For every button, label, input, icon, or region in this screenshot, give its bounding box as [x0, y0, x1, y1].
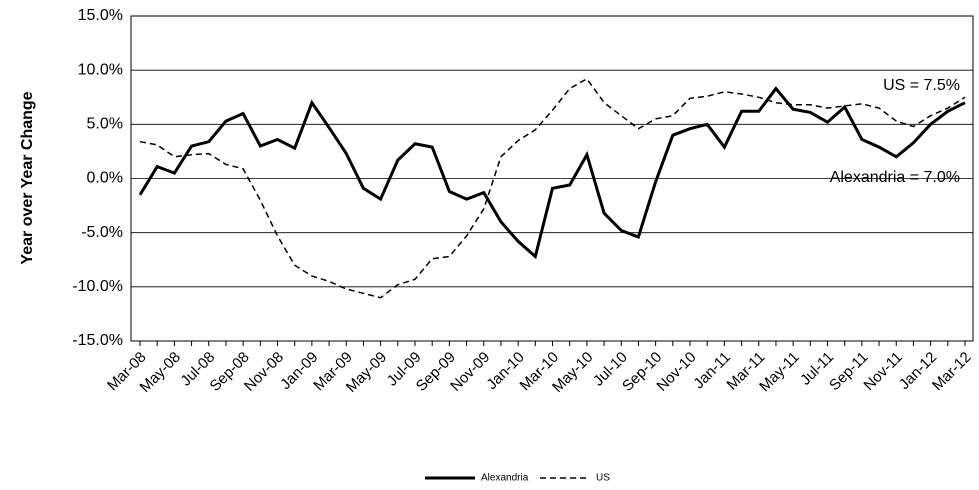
- annotation: Alexandria = 7.0%: [830, 169, 960, 186]
- y-tick-label: 5.0%: [87, 116, 123, 133]
- y-tick-label: -5.0%: [81, 224, 123, 241]
- annotation: US = 7.5%: [883, 77, 960, 94]
- x-tick-label: Nov-10: [653, 349, 699, 395]
- y-tick-label: -15.0%: [72, 332, 123, 349]
- legend-label: Alexandria: [481, 473, 529, 484]
- series-line: [138, 86, 966, 260]
- y-tick-label: -10.0%: [72, 278, 123, 295]
- x-tick-label: Nov-11: [860, 349, 905, 394]
- legend-label: US: [596, 473, 610, 484]
- y-tick-label: 15.0%: [78, 7, 123, 24]
- x-tick-label: Nov-09: [447, 349, 493, 395]
- y-tick-label: 0.0%: [87, 170, 123, 187]
- x-tick-label: Nov-08: [241, 349, 287, 395]
- series-line: [139, 77, 966, 299]
- y-tick-label: 10.0%: [78, 61, 123, 78]
- y-axis-label: Year over Year Change: [19, 91, 36, 264]
- x-tick-label: Mar-12: [929, 349, 975, 395]
